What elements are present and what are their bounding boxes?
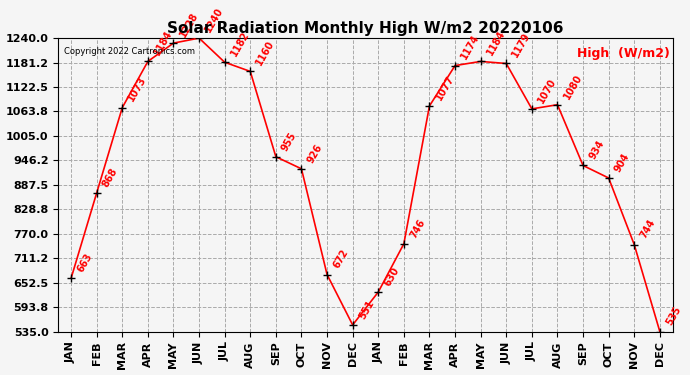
Text: 746: 746 <box>408 217 427 240</box>
Text: 868: 868 <box>101 166 120 189</box>
Text: 535: 535 <box>664 305 683 327</box>
Text: 1184: 1184 <box>152 29 175 57</box>
Text: 1073: 1073 <box>126 75 148 104</box>
Text: 1228: 1228 <box>177 10 200 39</box>
Text: 904: 904 <box>613 151 631 174</box>
Text: 551: 551 <box>357 298 375 321</box>
Text: 663: 663 <box>75 252 94 274</box>
Text: 672: 672 <box>331 248 350 270</box>
Text: 1160: 1160 <box>255 39 277 67</box>
Text: 744: 744 <box>638 218 657 240</box>
Text: Copyright 2022 Cartronics.com: Copyright 2022 Cartronics.com <box>64 47 195 56</box>
Text: 1240: 1240 <box>204 6 226 34</box>
Text: High  (W/m2): High (W/m2) <box>577 47 669 60</box>
Text: 1070: 1070 <box>536 76 558 105</box>
Text: 1184: 1184 <box>485 29 507 57</box>
Text: 1077: 1077 <box>433 74 456 102</box>
Text: 1182: 1182 <box>229 30 251 58</box>
Text: 1080: 1080 <box>562 72 584 100</box>
Text: 1174: 1174 <box>460 33 482 62</box>
Text: 630: 630 <box>382 266 401 288</box>
Text: 1179: 1179 <box>511 31 533 59</box>
Text: 955: 955 <box>280 130 299 153</box>
Text: 926: 926 <box>306 142 324 165</box>
Title: Solar Radiation Monthly High W/m2 20220106: Solar Radiation Monthly High W/m2 202201… <box>167 21 564 36</box>
Text: 934: 934 <box>587 139 606 161</box>
